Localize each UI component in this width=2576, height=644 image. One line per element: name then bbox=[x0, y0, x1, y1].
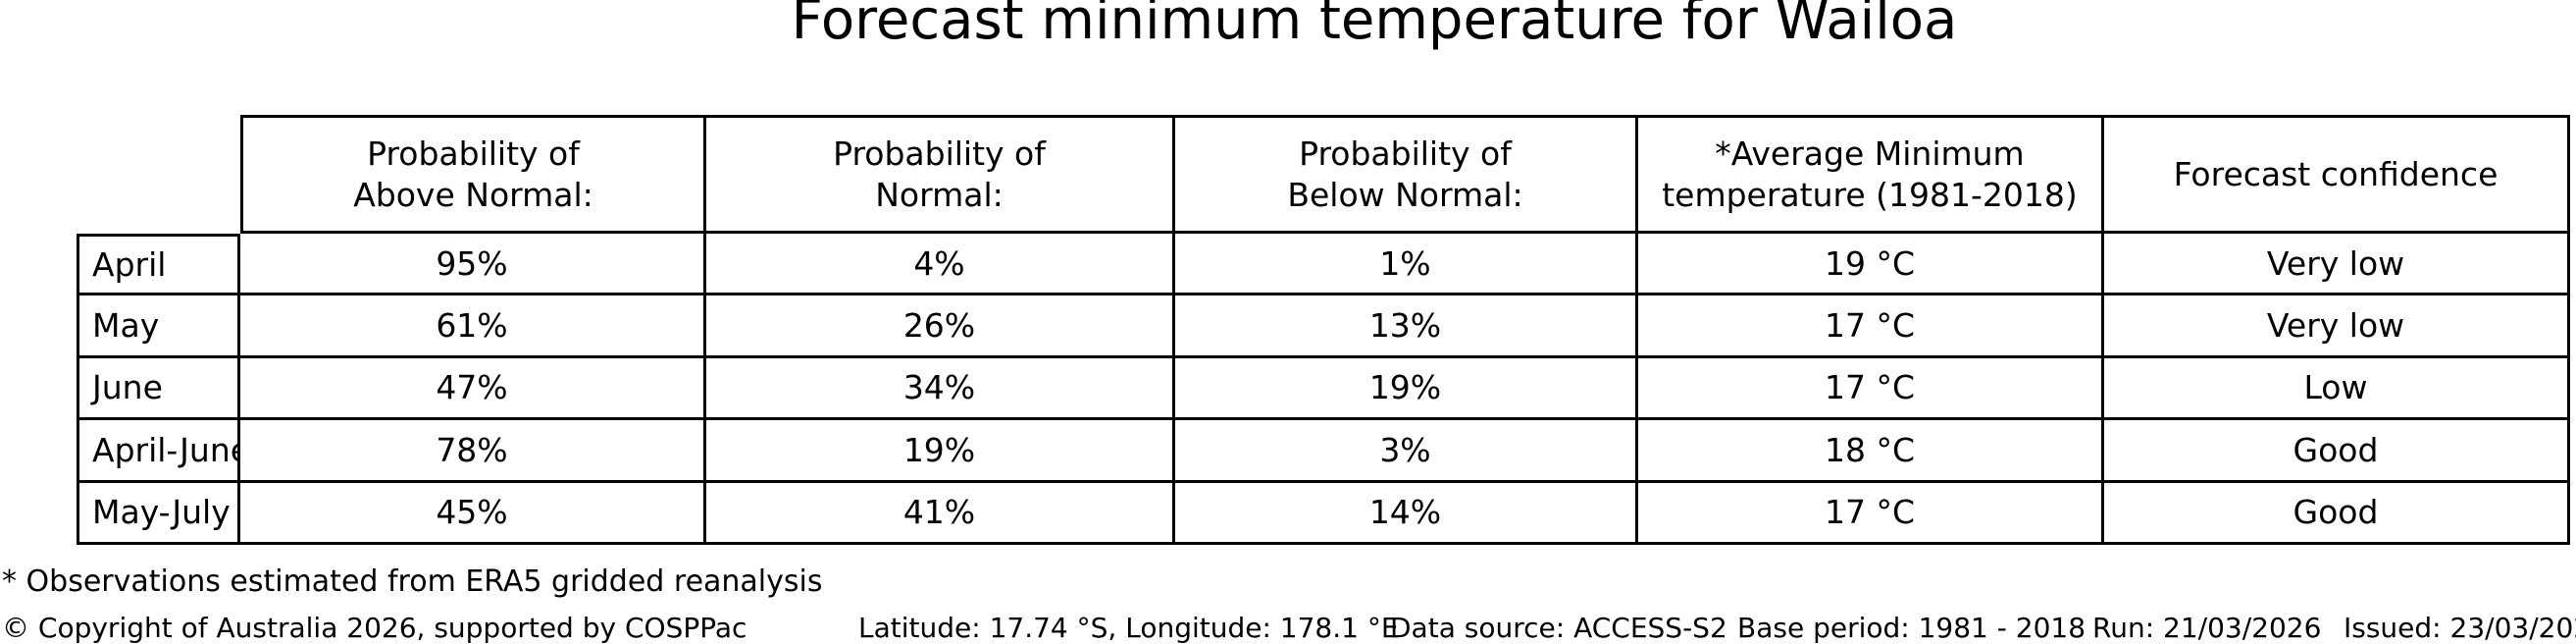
cell-april-june-normal: 19% bbox=[706, 420, 1175, 483]
cell-may-below: 13% bbox=[1175, 295, 1638, 358]
column-header-forecast-confidence: Forecast confidence bbox=[2104, 115, 2570, 234]
cell-may-normal: 26% bbox=[706, 295, 1175, 358]
issued-date-text: Issued: 23/03/2026 bbox=[2344, 612, 2576, 644]
cell-june-avg-min: 17 °C bbox=[1638, 357, 2104, 421]
column-header-avg-min-temp: *Average Minimum temperature (1981-2018) bbox=[1638, 115, 2104, 234]
cell-may-avg-min: 17 °C bbox=[1638, 295, 2104, 358]
cell-may-july-confidence: Good bbox=[2104, 482, 2570, 545]
observations-footnote: * Observations estimated from ERA5 gridd… bbox=[2, 564, 823, 599]
cell-april-june-confidence: Good bbox=[2104, 420, 2570, 483]
cell-may-july-normal: 41% bbox=[706, 482, 1175, 545]
cell-may-above: 61% bbox=[240, 295, 706, 358]
column-header-below-normal: Probability of Below Normal: bbox=[1175, 115, 1638, 234]
row-label-may: May bbox=[77, 295, 240, 358]
base-period-text: Base period: 1981 - 2018 bbox=[1737, 612, 2087, 644]
cell-april-avg-min: 19 °C bbox=[1638, 234, 2104, 296]
cell-june-above: 47% bbox=[240, 357, 706, 421]
cell-may-july-below: 14% bbox=[1175, 482, 1638, 545]
cell-april-confidence: Very low bbox=[2104, 234, 2570, 296]
cell-june-below: 19% bbox=[1175, 357, 1638, 421]
page-title: Forecast minimum temperature for Wailoa bbox=[791, 0, 1958, 52]
cell-april-june-avg-min: 18 °C bbox=[1638, 420, 2104, 483]
column-header-normal: Probability of Normal: bbox=[706, 115, 1175, 234]
cell-june-confidence: Low bbox=[2104, 357, 2570, 421]
row-label-may-july: May-July bbox=[77, 482, 240, 545]
cell-april-june-above: 78% bbox=[240, 420, 706, 483]
forecast-table: Probability of Above Normal: Probability… bbox=[77, 115, 2570, 545]
cell-may-july-avg-min: 17 °C bbox=[1638, 482, 2104, 545]
cell-may-july-above: 45% bbox=[240, 482, 706, 545]
copyright-text: © Copyright of Australia 2026, supported… bbox=[2, 612, 747, 644]
data-source-text: Data source: ACCESS-S2 bbox=[1390, 612, 1727, 644]
column-header-above-normal: Probability of Above Normal: bbox=[240, 115, 706, 234]
row-label-april: April bbox=[77, 234, 240, 296]
cell-june-normal: 34% bbox=[706, 357, 1175, 421]
cell-april-below: 1% bbox=[1175, 234, 1638, 296]
table-corner-empty bbox=[77, 115, 240, 234]
cell-april-above: 95% bbox=[240, 234, 706, 296]
run-date-text: Run: 21/03/2026 bbox=[2092, 612, 2322, 644]
cell-april-june-below: 3% bbox=[1175, 420, 1638, 483]
row-label-june: June bbox=[77, 357, 240, 421]
cell-april-normal: 4% bbox=[706, 234, 1175, 296]
row-label-april-june: April-June bbox=[77, 420, 250, 483]
cell-may-confidence: Very low bbox=[2104, 295, 2570, 358]
footer-metadata-line: © Copyright of Australia 2026, supported… bbox=[0, 612, 2576, 644]
lat-lon-text: Latitude: 17.74 °S, Longitude: 178.1 °E bbox=[858, 612, 1399, 644]
